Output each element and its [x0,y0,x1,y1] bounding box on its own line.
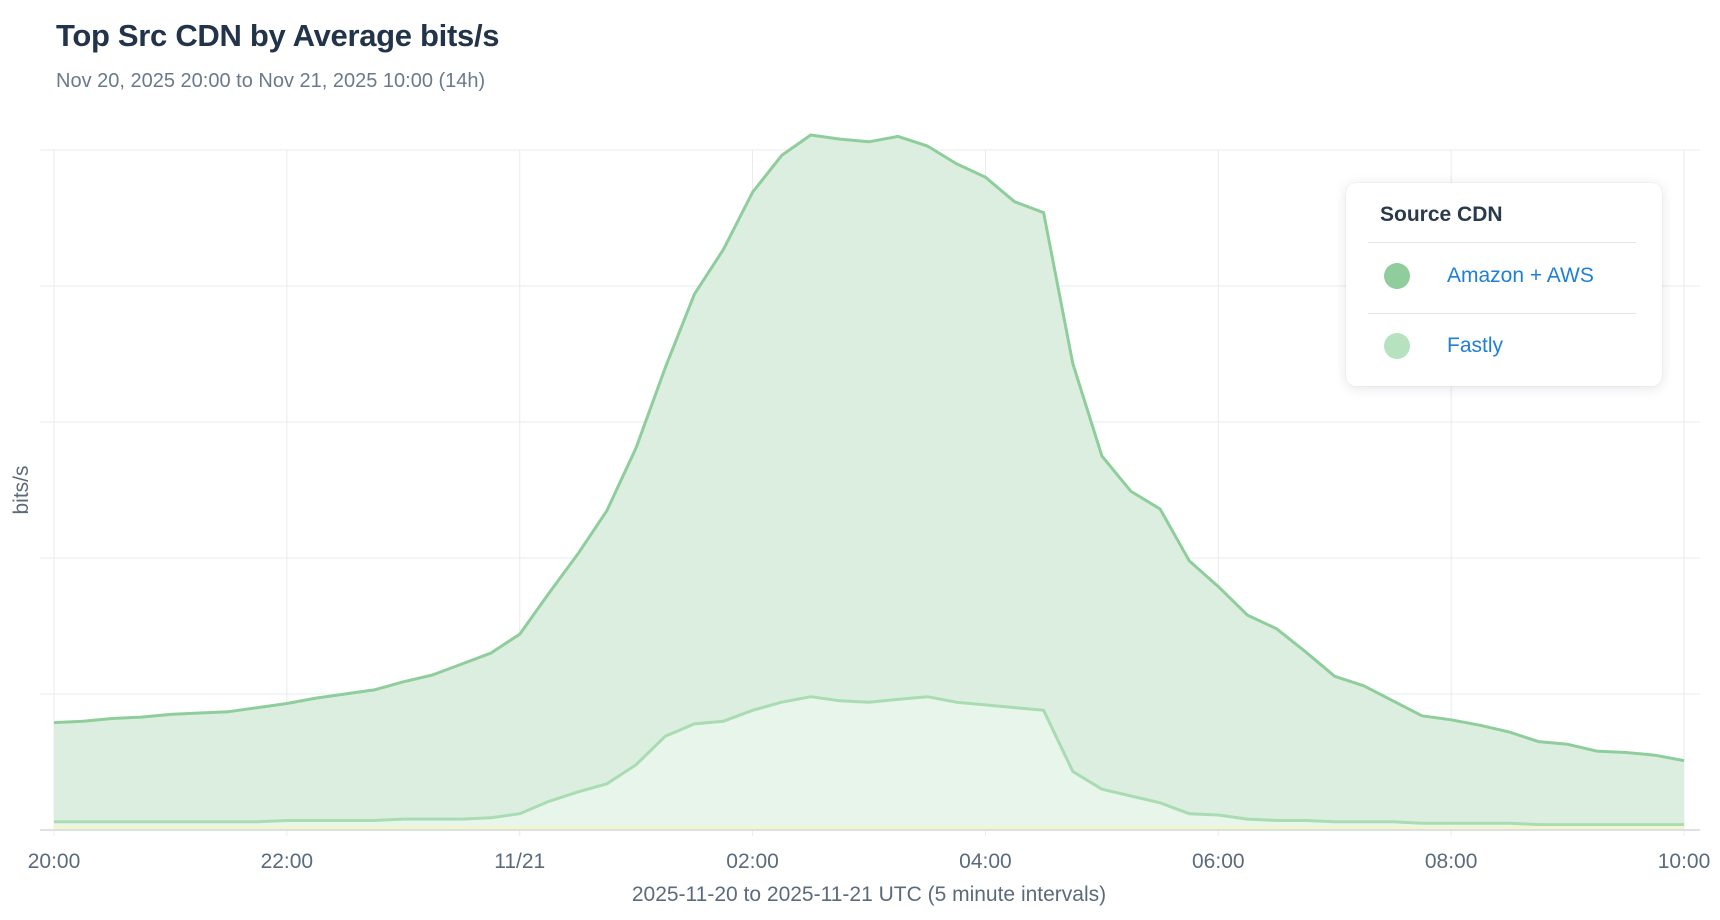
line-amazon-aws [53,133,1685,763]
x-tick-label: 22:00 [261,850,314,873]
legend-label: Fastly [1447,334,1504,357]
x-tick-label: 04:00 [959,850,1012,873]
legend-title: Source CDN [1380,203,1503,226]
chart-axes: 20:00 22:00 11/21 02:00 04:00 06:00 08:00 10:00… [10,465,1710,906]
legend-swatch [1384,333,1410,359]
x-tick-label: 06:00 [1192,850,1245,873]
chart-title: Top Src CDN by Average bits/s [56,18,500,53]
baseline-series-strip [54,826,1684,829]
legend-divider [1368,313,1636,314]
x-tick-label: 20:00 [28,850,81,873]
chart-series [53,133,1685,830]
x-tick-label: 10:00 [1658,850,1711,873]
line-fastly [54,695,1684,827]
legend-panel: Source CDN Amazon + AWS Fastly [1346,183,1662,386]
area-amazon-aws [54,135,1684,830]
y-axis-title: bits/s [10,465,33,514]
x-tick-label: 08:00 [1425,850,1478,873]
legend-divider [1368,242,1636,243]
x-axis-title: 2025-11-20 to 2025-11-21 UTC (5 minute i… [632,883,1106,906]
x-tick-label: 11/21 [494,850,545,873]
legend-item-amazon-aws[interactable]: Amazon + AWS [1384,263,1594,289]
legend-item-fastly[interactable]: Fastly [1384,333,1503,359]
x-tick-label: 02:00 [726,850,779,873]
legend-swatch [1384,263,1410,289]
area-fastly [54,696,1684,830]
legend-label: Amazon + AWS [1447,264,1594,287]
chart-subtitle: Nov 20, 2025 20:00 to Nov 21, 2025 10:00… [56,70,486,92]
